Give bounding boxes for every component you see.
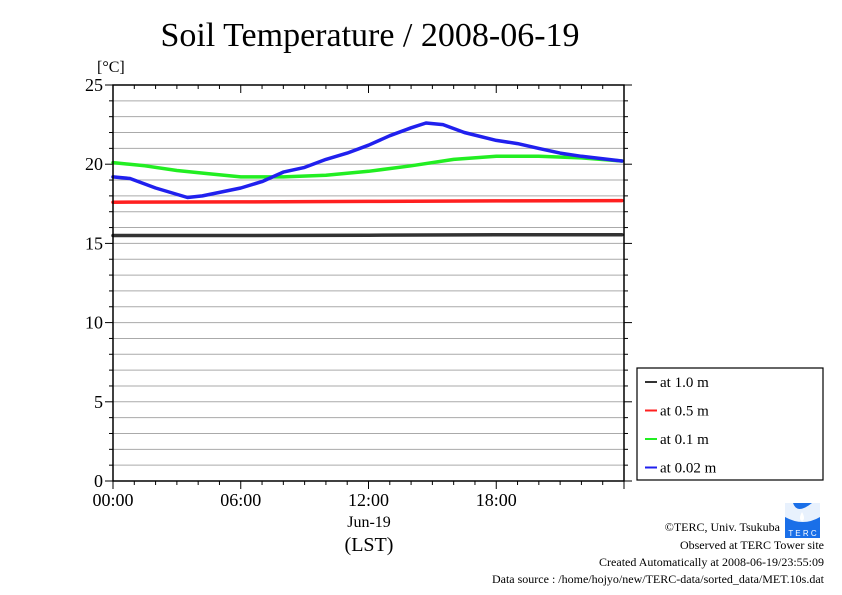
y-tick-label: 5 — [94, 392, 103, 412]
copyright-text: ©TERC, Univ. Tsukuba — [664, 520, 780, 534]
y-tick-label: 15 — [85, 233, 103, 253]
plot-frame — [112, 84, 625, 482]
series-line-2 — [111, 154, 624, 179]
legend-box — [636, 367, 824, 481]
legend-label: at 1.0 m — [660, 375, 709, 391]
y-tick-label: 20 — [85, 154, 103, 174]
data-source-text: Data source : /home/hojyo/new/TERC-data/… — [491, 572, 824, 586]
x-date-label: Jun-19 — [347, 514, 391, 531]
legend-label: at 0.1 m — [660, 432, 709, 448]
chart-title: Soil Temperature / 2008-06-19 — [160, 17, 579, 54]
terc-logo: T E R C — [785, 503, 820, 538]
y-axis-label: [°C] — [97, 59, 125, 76]
series-line-3 — [111, 121, 624, 200]
legend: at 1.0 m at 0.5 m at 0.1 m at 0.02 m — [636, 367, 824, 481]
observed-text: Observed at TERC Tower site — [679, 538, 824, 552]
y-tick-label: 10 — [85, 313, 103, 333]
legend-label: at 0.5 m — [660, 404, 709, 420]
series-line-0 — [111, 232, 624, 238]
x-axis-label: (LST) — [345, 534, 394, 556]
series-line-1 — [111, 198, 624, 204]
x-tick-label: 00:00 — [92, 490, 133, 510]
legend-label: at 0.02 m — [660, 461, 717, 477]
created-text: Created Automatically at 2008-06-19/23:5… — [599, 555, 824, 569]
x-tick-label: 06:00 — [220, 490, 261, 510]
y-tick-label: 0 — [94, 471, 103, 491]
x-tick-label: 12:00 — [348, 490, 389, 510]
x-tick-label: 18:00 — [476, 490, 517, 510]
y-tick-label: 25 — [85, 75, 103, 95]
logo-text: T E R C — [788, 529, 817, 538]
